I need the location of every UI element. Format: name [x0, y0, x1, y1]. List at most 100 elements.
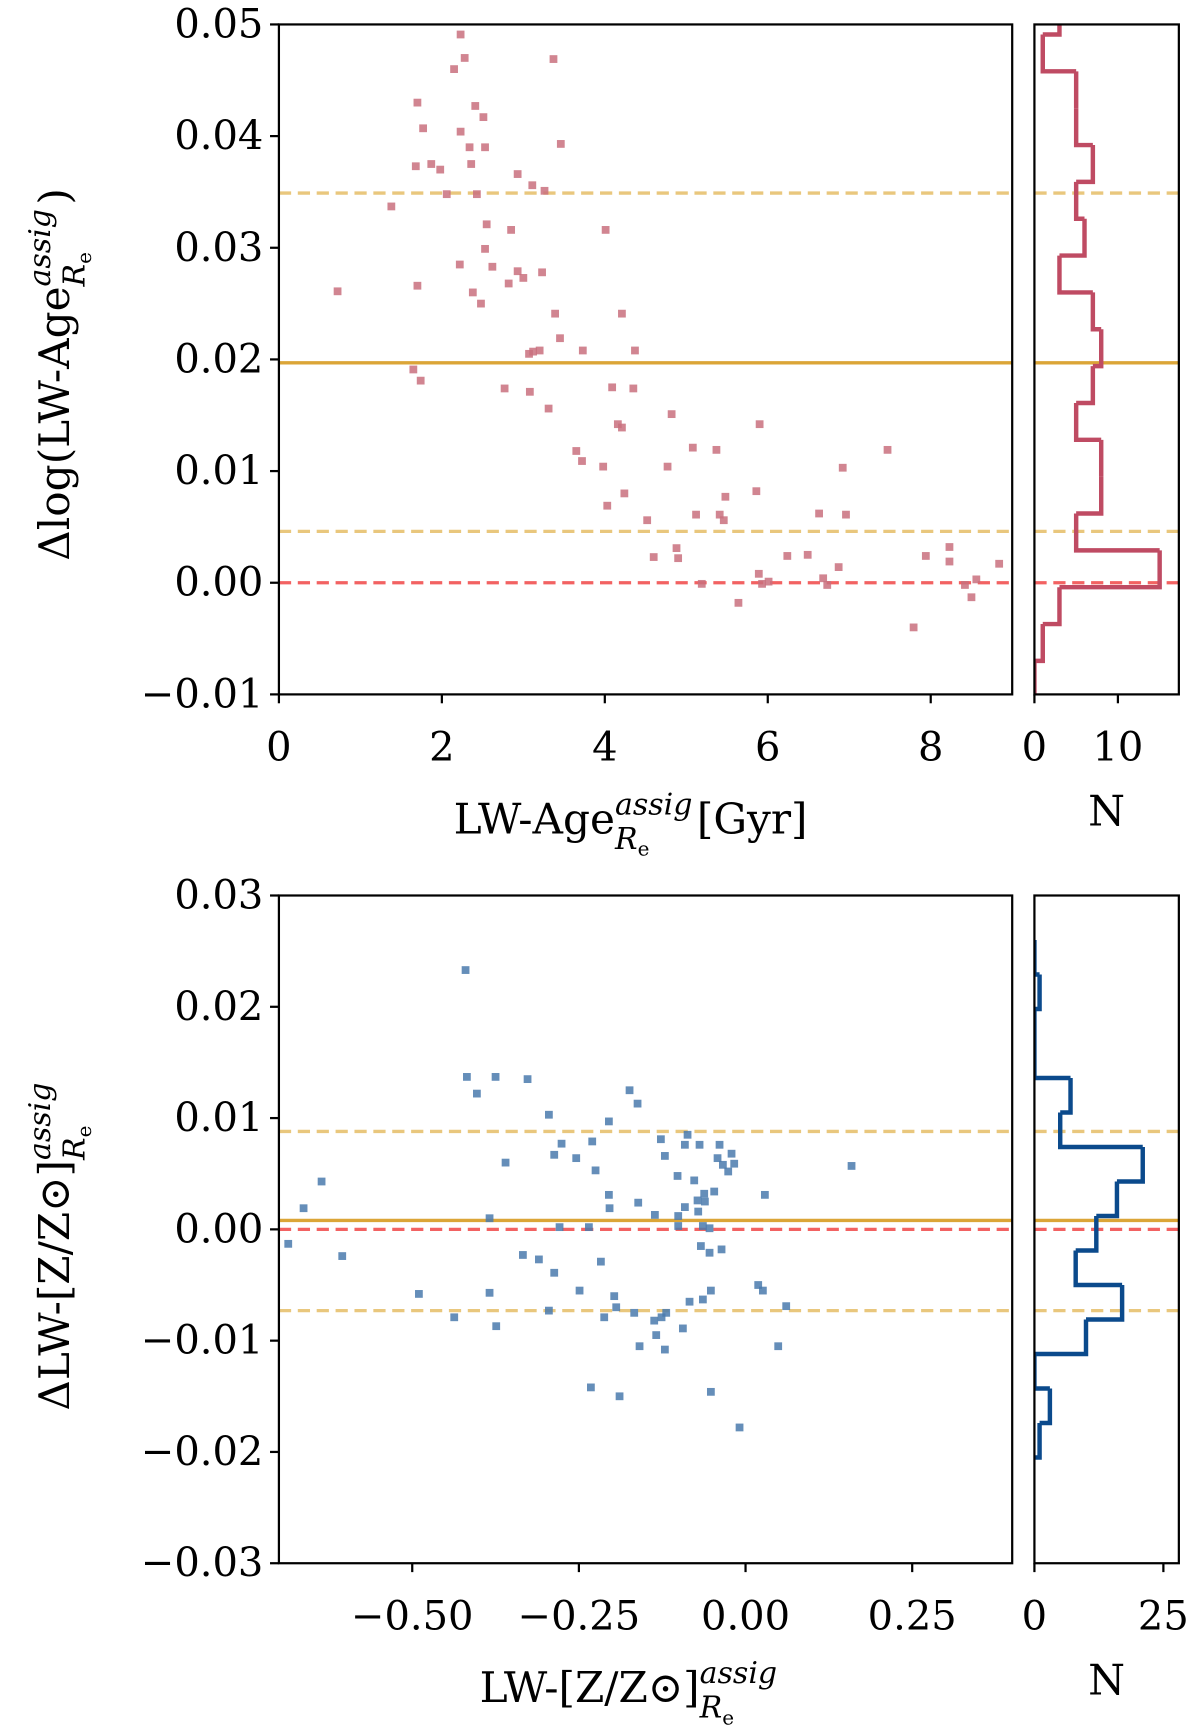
y-axis-label-sup: assig: [23, 1083, 58, 1160]
histogram-step: [1076, 476, 1104, 516]
histogram-plot: [1034, 940, 1179, 1460]
scatter-point: [815, 509, 823, 518]
scatter-point: [468, 288, 477, 297]
scatter-point: [535, 346, 544, 355]
x-tick-label: 10: [1092, 725, 1143, 771]
y-axis-label: ΔLW-[Z/Z⊙]assigRe: [23, 1083, 96, 1411]
scatter-point: [479, 113, 488, 122]
scatter-point: [995, 559, 1004, 568]
scatter-point: [695, 1140, 704, 1149]
scatter-point: [491, 1073, 500, 1081]
x-axis-label-sup: assig: [615, 787, 692, 822]
y-tick-label: −0.02: [141, 1429, 264, 1475]
x-tick-label: 0.00: [701, 1594, 790, 1640]
scatter-point: [529, 347, 538, 356]
scatter-point: [698, 1222, 707, 1230]
scatter-point: [700, 1189, 709, 1198]
histogram-step: [1073, 108, 1093, 148]
x-tick-label: 25: [1138, 1594, 1189, 1640]
scatter-point: [299, 1204, 308, 1213]
scatter-point: [551, 309, 560, 318]
scatter-point: [613, 420, 622, 429]
scatter-point: [507, 226, 516, 234]
scatter-point: [727, 1149, 736, 1158]
scatter-point: [662, 1308, 671, 1317]
y-axis-label-subsub: e: [72, 252, 96, 264]
scatter-point: [700, 1197, 709, 1206]
scatter-point: [652, 1331, 661, 1339]
scatter-point: [578, 346, 587, 355]
scatter-point: [660, 1152, 669, 1160]
y-tick-label: 0.05: [174, 1, 263, 47]
scatter-point: [284, 1239, 293, 1248]
scatter-point: [612, 1303, 621, 1312]
scatter-point: [535, 1255, 543, 1264]
x-axis-label-sub: R: [699, 1691, 723, 1726]
scatter-point: [504, 279, 513, 288]
x-tick-label: 6: [755, 725, 780, 771]
scatter-point: [587, 1383, 595, 1392]
x-axis-label-subsub: e: [638, 837, 650, 861]
scatter-point: [557, 1139, 566, 1148]
histogram-step: [1034, 974, 1042, 1012]
y-axis-label-sub: R: [57, 264, 92, 288]
scatter-point: [712, 445, 721, 454]
scatter-point: [717, 1245, 726, 1254]
scatter-point: [755, 420, 764, 429]
x-axis-label-subsub: e: [722, 1705, 734, 1729]
scatter-point: [629, 384, 638, 393]
scatter-point: [643, 516, 652, 525]
scatter-point: [715, 510, 724, 519]
scatter-point: [706, 1387, 715, 1396]
scatter-point: [455, 260, 464, 269]
x-tick-label: 0: [266, 725, 291, 771]
scatter-point: [473, 190, 481, 199]
y-tick-label: 0.00: [174, 1206, 263, 1252]
x-tick-label: 0.25: [868, 1594, 957, 1640]
y-axis-label-subsub: e: [72, 1126, 96, 1138]
scatter-point: [823, 581, 832, 589]
y-tick-label: 0.03: [174, 225, 263, 271]
histogram-step: [1042, 24, 1062, 37]
scatter-point: [601, 226, 610, 234]
scatter-point: [758, 579, 766, 588]
scatter-point: [630, 1308, 639, 1317]
histogram-step: [1060, 1078, 1073, 1115]
histogram-step: [1076, 145, 1096, 185]
scatter-point: [488, 262, 497, 271]
scatter-point: [473, 1089, 481, 1098]
scatter-point: [680, 1140, 689, 1149]
scatter-point: [604, 1190, 613, 1199]
scatter-point: [600, 1313, 609, 1322]
scatter-point: [696, 1242, 705, 1250]
histogram-step: [1090, 292, 1102, 332]
axes-frame: [1033, 894, 1180, 1565]
scatter-point: [754, 1281, 763, 1289]
scatter-point: [634, 1198, 643, 1207]
scatter-point: [667, 410, 676, 419]
scatter-point: [674, 1212, 683, 1220]
x-axis-label-main: LW-Age: [454, 794, 615, 843]
y-tick-label: 0.03: [174, 872, 263, 918]
scatter-point: [317, 1177, 326, 1186]
scatter-point: [411, 162, 420, 171]
y-tick-label: −0.01: [141, 1318, 264, 1364]
scatter-point: [387, 202, 396, 211]
scatter-point: [482, 220, 491, 229]
scatter-point: [697, 579, 706, 588]
histogram-step: [1075, 1216, 1099, 1253]
scatter-point: [945, 543, 954, 551]
scatter-point: [847, 1162, 856, 1170]
histogram-step: [1057, 255, 1093, 295]
scatter-point: [883, 445, 892, 454]
scatter-point: [427, 160, 436, 168]
scatter-point: [465, 143, 474, 152]
scatter-point: [513, 170, 522, 178]
scatter-point: [605, 1204, 614, 1213]
scatter-point: [550, 1268, 559, 1277]
histogram-step: [1034, 624, 1045, 664]
scatter-point: [413, 281, 422, 290]
scatter-point: [909, 623, 918, 632]
scatter-point: [683, 1130, 692, 1139]
histogram-step: [1059, 550, 1162, 590]
